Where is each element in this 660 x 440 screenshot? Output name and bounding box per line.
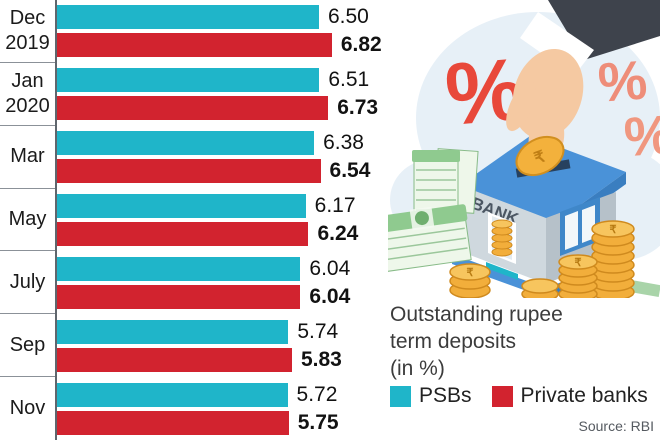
psb-legend-label: PSBs	[419, 384, 472, 407]
private-legend-label: Private banks	[520, 384, 648, 407]
category-label-line: Sep	[9, 333, 46, 356]
psb-color-swatch	[390, 385, 411, 407]
bar-line: 6.50	[57, 5, 390, 30]
bar-line: 6.51	[57, 68, 390, 93]
info-panel: % % % BANK	[388, 0, 660, 440]
category-label-line: July	[9, 270, 46, 293]
category-label: Nov	[0, 377, 55, 440]
psb-bar	[57, 194, 306, 218]
psb-bar	[57, 256, 301, 281]
hand-coin-icon: ₹	[506, 0, 660, 178]
psb-bar	[57, 382, 288, 407]
legend: PSBs Private banks	[390, 384, 648, 408]
bar-line: 6.24	[57, 222, 390, 246]
value-label: 6.17	[314, 194, 356, 217]
psb-bar	[57, 131, 315, 156]
value-label: 5.75	[297, 410, 339, 434]
value-label: 6.04	[309, 256, 351, 280]
chart-title-line: (in %)	[390, 357, 445, 380]
chart-row: Jan 2020 6.51 6.73	[0, 62, 390, 126]
category-label: Mar	[0, 126, 55, 189]
private-bank-bar	[57, 347, 292, 372]
bar-line: 6.54	[57, 159, 390, 184]
category-label: May	[0, 189, 55, 252]
chart-title-line: term deposits	[390, 330, 517, 353]
psb-bar	[57, 319, 289, 344]
private-bank-bar	[57, 222, 309, 246]
value-label: 5.83	[300, 347, 342, 371]
category-label-line: Dec	[9, 6, 46, 29]
bar-line: 5.83	[57, 347, 390, 372]
chart-row: Dec 2019 6.50 6.82	[0, 0, 390, 63]
bar-group: 6.17 6.24	[55, 188, 390, 252]
coin-rupee-marks: ₹ ₹ ₹	[467, 224, 617, 279]
bar-line: 6.73	[57, 96, 390, 121]
category-label-line: Nov	[9, 397, 46, 420]
bar-line: 5.74	[57, 319, 390, 344]
svg-text:₹: ₹	[575, 257, 582, 269]
percent-icon: %	[596, 48, 649, 113]
bar-group: 6.38 6.54	[55, 125, 390, 189]
psb-bar	[57, 5, 319, 30]
chart-row: July 6.04 6.04	[0, 251, 390, 315]
category-label-line: 2020	[5, 94, 50, 117]
value-label: 6.54	[329, 159, 371, 183]
category-label-line: 2019	[5, 31, 50, 54]
value-label: 5.72	[296, 382, 338, 406]
source-note: Source: RBI	[578, 418, 654, 434]
private-bank-bar	[57, 159, 321, 184]
bank-deposit-illustration: % % % BANK	[388, 0, 660, 298]
bar-chart: Dec 2019 6.50 6.82 Jan 2020 6.51 6.73 Mar 6.38 6.5…	[0, 0, 390, 440]
private-bank-bar	[57, 410, 289, 435]
bar-line: 6.38	[57, 131, 390, 156]
bar-line: 5.72	[57, 382, 390, 407]
bar-group: 5.74 5.83	[55, 314, 390, 378]
coin-stack-icon	[449, 220, 635, 298]
category-label-line: May	[8, 208, 47, 230]
svg-text:₹: ₹	[467, 267, 474, 279]
private-bank-bar	[57, 284, 301, 309]
chart-row: Nov 5.72 5.75	[0, 377, 390, 440]
door-coin-stack	[491, 219, 513, 257]
bar-line: 6.17	[57, 194, 390, 218]
bar-group: 6.04 6.04	[55, 251, 390, 315]
legend-item-private-banks: Private banks	[491, 384, 648, 408]
category-label: July	[0, 251, 55, 315]
private-color-swatch	[491, 385, 513, 407]
value-label: 6.73	[337, 96, 379, 120]
percent-icon: %	[622, 103, 660, 168]
chart-row: Sep 5.74 5.83	[0, 314, 390, 378]
chart-title-line: Outstanding rupee	[390, 303, 563, 326]
bar-group: 6.50 6.82	[55, 0, 390, 63]
category-label: Jan 2020	[0, 63, 55, 126]
bar-group: 6.51 6.73	[55, 62, 390, 126]
value-label: 6.24	[317, 222, 359, 245]
bar-line: 6.04	[57, 256, 390, 281]
legend-item-psbs: PSBs	[390, 384, 472, 408]
value-label: 5.74	[297, 319, 339, 343]
chart-row: May 6.17 6.24	[0, 188, 390, 252]
value-label: 6.04	[309, 284, 351, 308]
category-label-line: Mar	[10, 145, 45, 168]
chart-row: Mar 6.38 6.54	[0, 125, 390, 189]
private-bank-bar	[57, 96, 329, 121]
svg-text:₹: ₹	[610, 224, 617, 236]
bar-line: 6.04	[57, 284, 390, 309]
private-bank-bar	[57, 33, 332, 58]
value-label: 6.51	[328, 68, 370, 92]
category-label-line: Jan	[11, 69, 44, 92]
bar-line: 6.82	[57, 33, 390, 58]
category-label: Sep	[0, 314, 55, 378]
money-stack-icon	[388, 148, 660, 298]
psb-bar	[57, 68, 320, 93]
chart-title: Outstanding rupee term deposits (in %)	[390, 301, 563, 382]
category-label: Dec 2019	[0, 0, 55, 63]
value-label: 6.50	[327, 5, 369, 29]
bar-group: 5.72 5.75	[55, 377, 390, 440]
value-label: 6.38	[323, 131, 364, 155]
value-label: 6.82	[340, 33, 382, 57]
bar-line: 5.75	[57, 410, 390, 435]
